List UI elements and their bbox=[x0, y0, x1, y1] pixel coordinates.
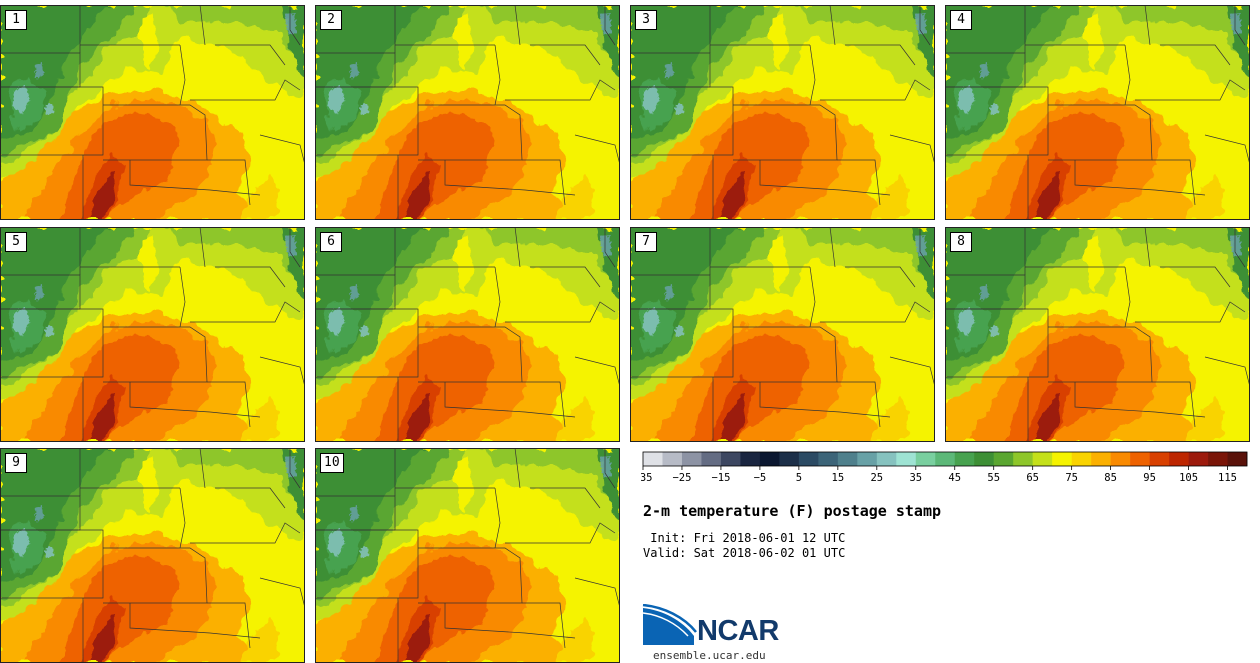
panel-number: 7 bbox=[635, 232, 657, 252]
temperature-map bbox=[945, 5, 1250, 220]
member-panel-9[interactable]: 9 bbox=[0, 448, 305, 663]
colorbar-bin bbox=[1091, 452, 1111, 466]
colorbar-bin bbox=[993, 452, 1014, 466]
colorbar-tick-label: 85 bbox=[1104, 472, 1117, 484]
colorbar-bin bbox=[1149, 452, 1170, 466]
panel-number: 4 bbox=[950, 10, 972, 30]
panel-number: 8 bbox=[950, 232, 972, 252]
colorbar-bin bbox=[974, 452, 995, 466]
member-panel-5[interactable]: 5 bbox=[0, 227, 305, 442]
panel-number: 6 bbox=[320, 232, 342, 252]
colorbar-bin bbox=[876, 452, 897, 466]
panel-number: 10 bbox=[320, 453, 344, 473]
colorbar-tick-label: 25 bbox=[870, 472, 883, 484]
colorbar-bin bbox=[759, 452, 780, 466]
init-time: Init: Fri 2018-06-01 12 UTC bbox=[643, 531, 846, 545]
member-panel-2[interactable]: 2 bbox=[315, 5, 620, 220]
colorbar-tick-label: −5 bbox=[754, 472, 767, 484]
colorbar-tick-label: 15 bbox=[832, 472, 845, 484]
colorbar-bin bbox=[837, 452, 858, 466]
colorbar-bin bbox=[720, 452, 741, 466]
colorbar-tick-label: 105 bbox=[1179, 472, 1198, 484]
member-panel-8[interactable]: 8 bbox=[945, 227, 1250, 442]
plot-title: 2-m temperature (F) postage stamp bbox=[643, 502, 942, 520]
colorbar-bin bbox=[1188, 452, 1209, 466]
colorbar-tick-label: 5 bbox=[796, 472, 802, 484]
colorbar-tick-label: 75 bbox=[1065, 472, 1078, 484]
member-panel-6[interactable]: 6 bbox=[315, 227, 620, 442]
colorbar-bin bbox=[643, 452, 663, 466]
colorbar-bin bbox=[1032, 452, 1053, 466]
panel-number: 9 bbox=[5, 453, 27, 473]
temperature-map bbox=[945, 227, 1250, 442]
member-panel-1[interactable]: 1 bbox=[0, 5, 305, 220]
colorbar-tick-label: 115 bbox=[1218, 472, 1237, 484]
colorbar-bin bbox=[1110, 452, 1131, 466]
colorbar-bin bbox=[954, 452, 975, 466]
temperature-map bbox=[0, 227, 305, 442]
temperature-map bbox=[630, 227, 935, 442]
colorbar-bin bbox=[681, 452, 702, 466]
temperature-map bbox=[315, 227, 620, 442]
panel-number: 1 bbox=[5, 10, 27, 30]
colorbar-bin bbox=[1052, 452, 1072, 466]
valid-time: Valid: Sat 2018-06-02 01 UTC bbox=[643, 546, 846, 560]
colorbar-bin bbox=[1071, 452, 1092, 466]
colorbar-bin bbox=[701, 452, 722, 466]
panel-number: 5 bbox=[5, 232, 27, 252]
panel-number: 3 bbox=[635, 10, 657, 30]
colorbar-tick-label: 35 bbox=[909, 472, 922, 484]
colorbar-bin bbox=[740, 452, 761, 466]
colorbar-border bbox=[642, 451, 1248, 467]
temperature-map bbox=[315, 5, 620, 220]
colorbar-bin bbox=[857, 452, 878, 466]
colorbar-bin bbox=[1169, 452, 1189, 466]
member-panel-7[interactable]: 7 bbox=[630, 227, 935, 442]
colorbar-tick-label: 95 bbox=[1143, 472, 1156, 484]
ncar-logo-icon bbox=[642, 604, 697, 645]
colorbar-bin bbox=[1013, 452, 1033, 466]
colorbar-tick-label: −25 bbox=[672, 472, 691, 484]
colorbar-graphic: −35 −25 −15 −5 5 15 25 35 45 55 65 75 85 95 105 115 bbox=[641, 451, 1248, 484]
colorbar-bin bbox=[1227, 452, 1248, 466]
colorbar-bin bbox=[935, 452, 956, 466]
temperature-map bbox=[630, 5, 935, 220]
temperature-map bbox=[315, 448, 620, 663]
member-panel-10[interactable]: 10 bbox=[315, 448, 620, 663]
colorbar-tick-label: 45 bbox=[948, 472, 961, 484]
colorbar-bin bbox=[662, 452, 683, 466]
temperature-map bbox=[0, 5, 305, 220]
colorbar-bin bbox=[779, 452, 800, 466]
site-url[interactable]: ensemble.ucar.edu bbox=[653, 649, 766, 662]
panel-number: 2 bbox=[320, 10, 342, 30]
colorbar-bin bbox=[896, 452, 917, 466]
colorbar-bin bbox=[818, 452, 839, 466]
member-panel-3[interactable]: 3 bbox=[630, 5, 935, 220]
colorbar-bin bbox=[915, 452, 936, 466]
colorbar-tick-label: 65 bbox=[1026, 472, 1039, 484]
colorbar-bin bbox=[798, 452, 819, 466]
colorbar-tick-label: −35 bbox=[641, 472, 652, 484]
logo-text: NCAR bbox=[697, 615, 779, 647]
colorbar: −35 −25 −15 −5 5 15 25 35 45 55 65 75 85 95 105 115 bbox=[641, 450, 1249, 495]
temperature-map bbox=[0, 448, 305, 663]
colorbar-bin bbox=[1130, 452, 1150, 466]
colorbar-tick-label: 55 bbox=[987, 472, 1000, 484]
member-panel-4[interactable]: 4 bbox=[945, 5, 1250, 220]
colorbar-tick-label: −15 bbox=[711, 472, 730, 484]
colorbar-bin bbox=[1208, 452, 1228, 466]
